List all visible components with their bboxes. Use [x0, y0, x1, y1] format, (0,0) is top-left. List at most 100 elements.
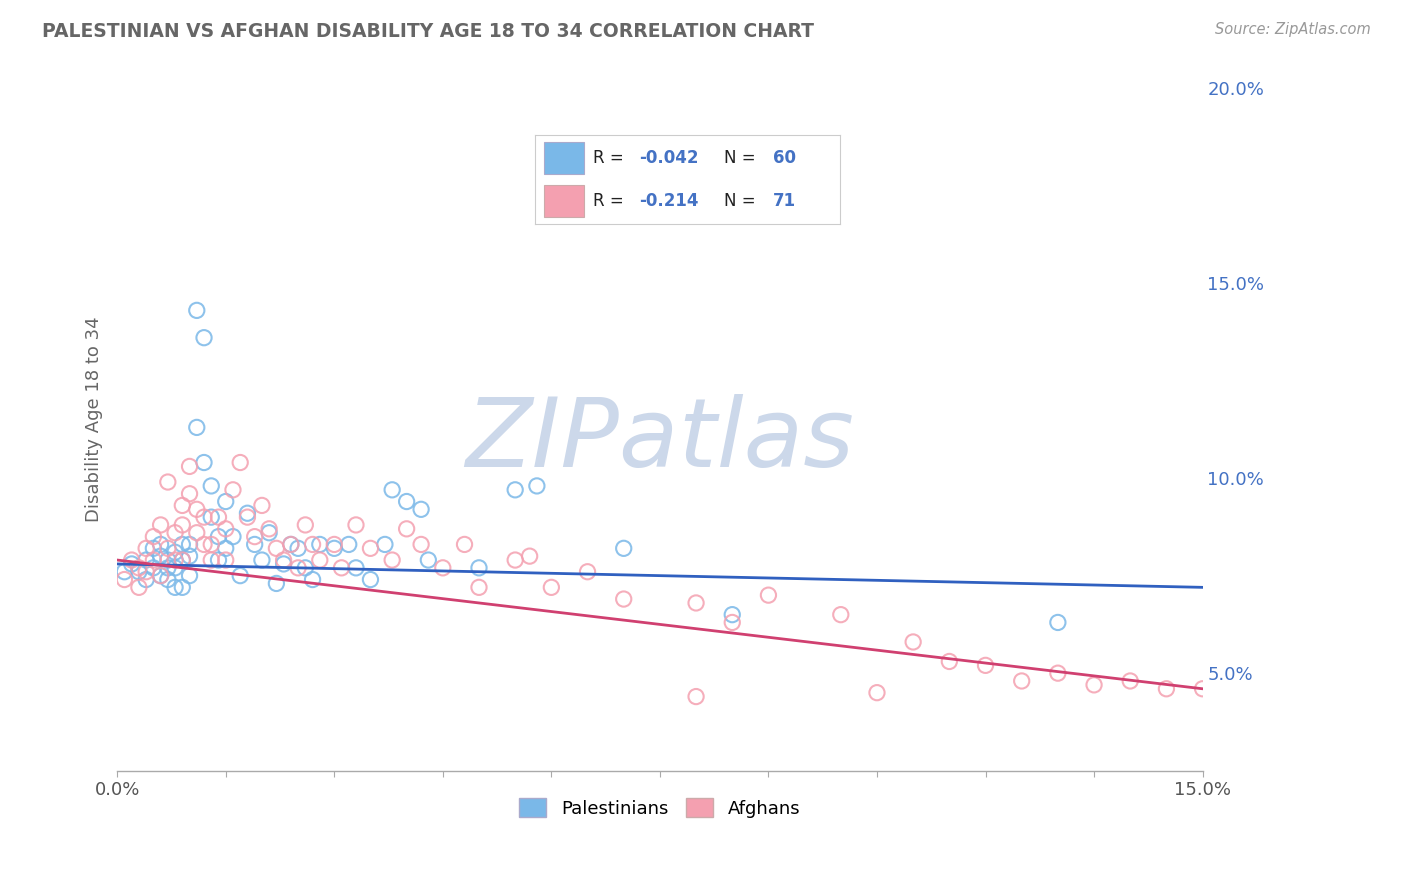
- Point: [135, 573, 157, 587]
- Point: [207, 530, 229, 544]
- Point: [135, 553, 157, 567]
- Point: [468, 580, 491, 594]
- Point: [149, 568, 172, 582]
- Point: [165, 553, 187, 567]
- Text: PALESTINIAN VS AFGHAN DISABILITY AGE 18 TO 34 CORRELATION CHART: PALESTINIAN VS AFGHAN DISABILITY AGE 18 …: [42, 22, 814, 41]
- Point: [112, 573, 135, 587]
- Point: [186, 303, 208, 318]
- Point: [411, 502, 433, 516]
- Point: [135, 565, 157, 579]
- Point: [337, 537, 360, 551]
- Point: [301, 537, 323, 551]
- Point: [207, 553, 229, 567]
- Point: [229, 568, 252, 582]
- Point: [308, 553, 330, 567]
- Point: [229, 456, 252, 470]
- Point: [266, 576, 288, 591]
- Text: 71: 71: [773, 192, 796, 210]
- Point: [243, 537, 266, 551]
- Text: -0.214: -0.214: [640, 192, 699, 210]
- Point: [179, 487, 201, 501]
- Point: [236, 506, 259, 520]
- Point: [266, 541, 288, 556]
- Point: [418, 553, 440, 567]
- Point: [165, 545, 187, 559]
- Point: [250, 499, 273, 513]
- Point: [323, 541, 346, 556]
- Point: [128, 561, 150, 575]
- Point: [866, 686, 889, 700]
- Point: [172, 553, 194, 567]
- Point: [149, 549, 172, 563]
- Point: [165, 561, 187, 575]
- Point: [193, 537, 215, 551]
- Point: [381, 553, 404, 567]
- Point: [149, 517, 172, 532]
- Point: [1156, 681, 1178, 696]
- Point: [257, 522, 280, 536]
- Point: [468, 561, 491, 575]
- Text: N =: N =: [724, 192, 762, 210]
- Point: [156, 541, 179, 556]
- Point: [395, 494, 418, 508]
- Point: [1011, 673, 1033, 688]
- Point: [215, 522, 238, 536]
- Point: [257, 525, 280, 540]
- Point: [222, 530, 245, 544]
- Point: [200, 553, 222, 567]
- Point: [207, 510, 229, 524]
- Point: [901, 635, 924, 649]
- Point: [503, 553, 526, 567]
- Point: [172, 580, 194, 594]
- Point: [432, 561, 454, 575]
- Point: [243, 530, 266, 544]
- Point: [758, 588, 780, 602]
- Point: [186, 525, 208, 540]
- Text: ZIPatlas: ZIPatlas: [465, 394, 855, 487]
- Point: [165, 525, 187, 540]
- Point: [721, 615, 744, 630]
- Text: N =: N =: [724, 149, 762, 167]
- Point: [395, 522, 418, 536]
- Point: [193, 456, 215, 470]
- Point: [142, 530, 165, 544]
- Point: [830, 607, 852, 622]
- Point: [280, 537, 302, 551]
- Point: [1083, 678, 1105, 692]
- FancyBboxPatch shape: [544, 142, 583, 174]
- Point: [236, 510, 259, 524]
- Point: [613, 541, 636, 556]
- Point: [974, 658, 997, 673]
- Legend: Palestinians, Afghans: Palestinians, Afghans: [512, 791, 807, 825]
- Point: [344, 561, 367, 575]
- Point: [142, 541, 165, 556]
- Point: [1191, 681, 1213, 696]
- Point: [613, 592, 636, 607]
- Point: [179, 549, 201, 563]
- Point: [685, 690, 707, 704]
- Point: [374, 537, 396, 551]
- Point: [156, 561, 179, 575]
- Point: [156, 553, 179, 567]
- Point: [149, 568, 172, 582]
- Point: [222, 483, 245, 497]
- Point: [179, 568, 201, 582]
- Point: [503, 483, 526, 497]
- Point: [172, 537, 194, 551]
- Point: [156, 475, 179, 489]
- Point: [156, 573, 179, 587]
- Point: [685, 596, 707, 610]
- Point: [359, 573, 381, 587]
- Point: [215, 541, 238, 556]
- Point: [721, 607, 744, 622]
- Point: [526, 479, 548, 493]
- Point: [142, 561, 165, 575]
- Point: [179, 459, 201, 474]
- Point: [301, 573, 323, 587]
- Point: [519, 549, 541, 563]
- Text: R =: R =: [593, 192, 630, 210]
- Point: [142, 553, 165, 567]
- Point: [308, 537, 330, 551]
- Point: [200, 510, 222, 524]
- Point: [200, 479, 222, 493]
